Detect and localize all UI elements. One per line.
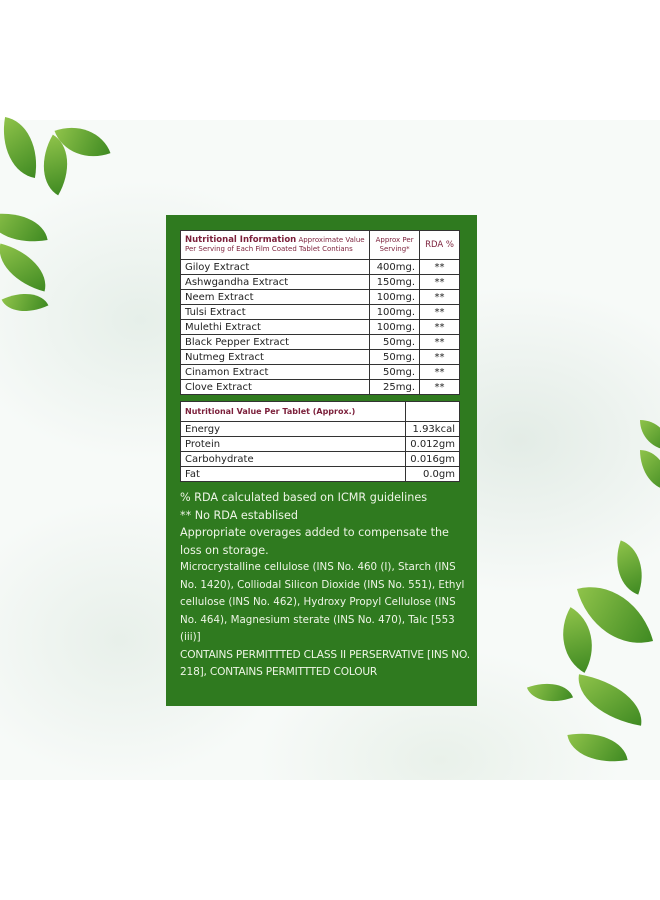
nutritional-information-table: Nutritional Information Approximate Valu… [180, 230, 460, 395]
nutrient-name: Carbohydrate [179, 451, 407, 467]
ingredient-name: Neem Extract [180, 289, 371, 305]
ingredient-amount: 25mg. [369, 379, 421, 395]
table-row: Clove Extract 25mg. ** [180, 379, 460, 395]
table-header-row: Nutritional Value Per Tablet (Approx.) [179, 401, 460, 422]
ingredient-amount: 100mg. [369, 319, 421, 335]
ingredient-name: Black Pepper Extract [180, 334, 371, 350]
note-rda: % RDA calculated based on ICMR guideline… [180, 491, 428, 504]
nutrient-value: 0.012gm [405, 436, 460, 452]
nutrient-name: Fat [179, 466, 407, 482]
table-row: Carbohydrate 0.016gm [179, 451, 460, 467]
ingredient-name: Giloy Extract [180, 259, 371, 275]
ingredient-rda: ** [419, 289, 460, 305]
ingredient-amount: 150mg. [369, 274, 421, 290]
ingredient-amount: 50mg. [369, 349, 421, 365]
table-row: Ashwgandha Extract 150mg. ** [180, 274, 460, 290]
table-row: Energy 1.93kcal [179, 421, 460, 437]
ingredient-rda: ** [419, 334, 460, 350]
header-empty [405, 401, 460, 422]
header-approx: Approx Per Serving* [369, 230, 421, 260]
ingredient-rda: ** [419, 349, 460, 365]
table-row: Nutmeg Extract 50mg. ** [180, 349, 460, 365]
ingredient-rda: ** [419, 319, 460, 335]
header-title-cell: Nutritional Information Approximate Valu… [180, 230, 371, 260]
ingredient-rda: ** [419, 304, 460, 320]
nutrient-value: 0.016gm [405, 451, 460, 467]
ingredient-name: Ashwgandha Extract [180, 274, 371, 290]
notes: % RDA calculated based on ICMR guideline… [180, 489, 470, 682]
table-header-row: Nutritional Information Approximate Valu… [180, 230, 460, 260]
nutrient-name: Energy [179, 421, 407, 437]
ingredient-rda: ** [419, 364, 460, 380]
nutrient-name: Protein [179, 436, 407, 452]
table-row: Neem Extract 100mg. ** [180, 289, 460, 305]
ingredient-name: Nutmeg Extract [180, 349, 371, 365]
header-title: Nutritional Information [185, 235, 297, 245]
ingredient-amount: 50mg. [369, 334, 421, 350]
ingredient-name: Tulsi Extract [180, 304, 371, 320]
ingredient-name: Mulethi Extract [180, 319, 371, 335]
ingredient-amount: 50mg. [369, 364, 421, 380]
table-row: Mulethi Extract 100mg. ** [180, 319, 460, 335]
ingredient-amount: 400mg. [369, 259, 421, 275]
note-no-rda: ** No RDA establised [180, 508, 298, 522]
nutritional-value-table: Nutritional Value Per Tablet (Approx.) E… [179, 401, 460, 482]
ingredient-amount: 100mg. [369, 304, 421, 320]
header-rda: RDA % [419, 230, 460, 260]
note-overages: Appropriate overages added to compensate… [180, 526, 449, 557]
table-row: Protein 0.012gm [179, 436, 460, 452]
header-title: Nutritional Value Per Tablet (Approx.) [179, 401, 407, 422]
nutrient-value: 1.93kcal [405, 421, 460, 437]
note-excipients: Microcrystalline cellulose (INS No. 460 … [180, 561, 465, 643]
ingredient-rda: ** [419, 259, 460, 275]
nutrient-value: 0.0gm [405, 466, 460, 482]
table-row: Tulsi Extract 100mg. ** [180, 304, 460, 320]
nutrition-label-panel: Nutritional Information Approximate Valu… [166, 215, 477, 706]
table-row: Black Pepper Extract 50mg. ** [180, 334, 460, 350]
ingredient-rda: ** [419, 379, 460, 395]
ingredient-rda: ** [419, 274, 460, 290]
table-row: Fat 0.0gm [179, 466, 460, 482]
note-contains: CONTAINS PERMITTTED CLASS II PERSERVATIV… [180, 648, 470, 679]
ingredient-amount: 100mg. [369, 289, 421, 305]
table-row: Cinamon Extract 50mg. ** [180, 364, 460, 380]
header-subtitle: Approximate Value Per Serving of Each Fi… [185, 236, 365, 253]
table-row: Giloy Extract 400mg. ** [180, 259, 460, 275]
ingredient-name: Cinamon Extract [180, 364, 371, 380]
ingredient-name: Clove Extract [180, 379, 371, 395]
